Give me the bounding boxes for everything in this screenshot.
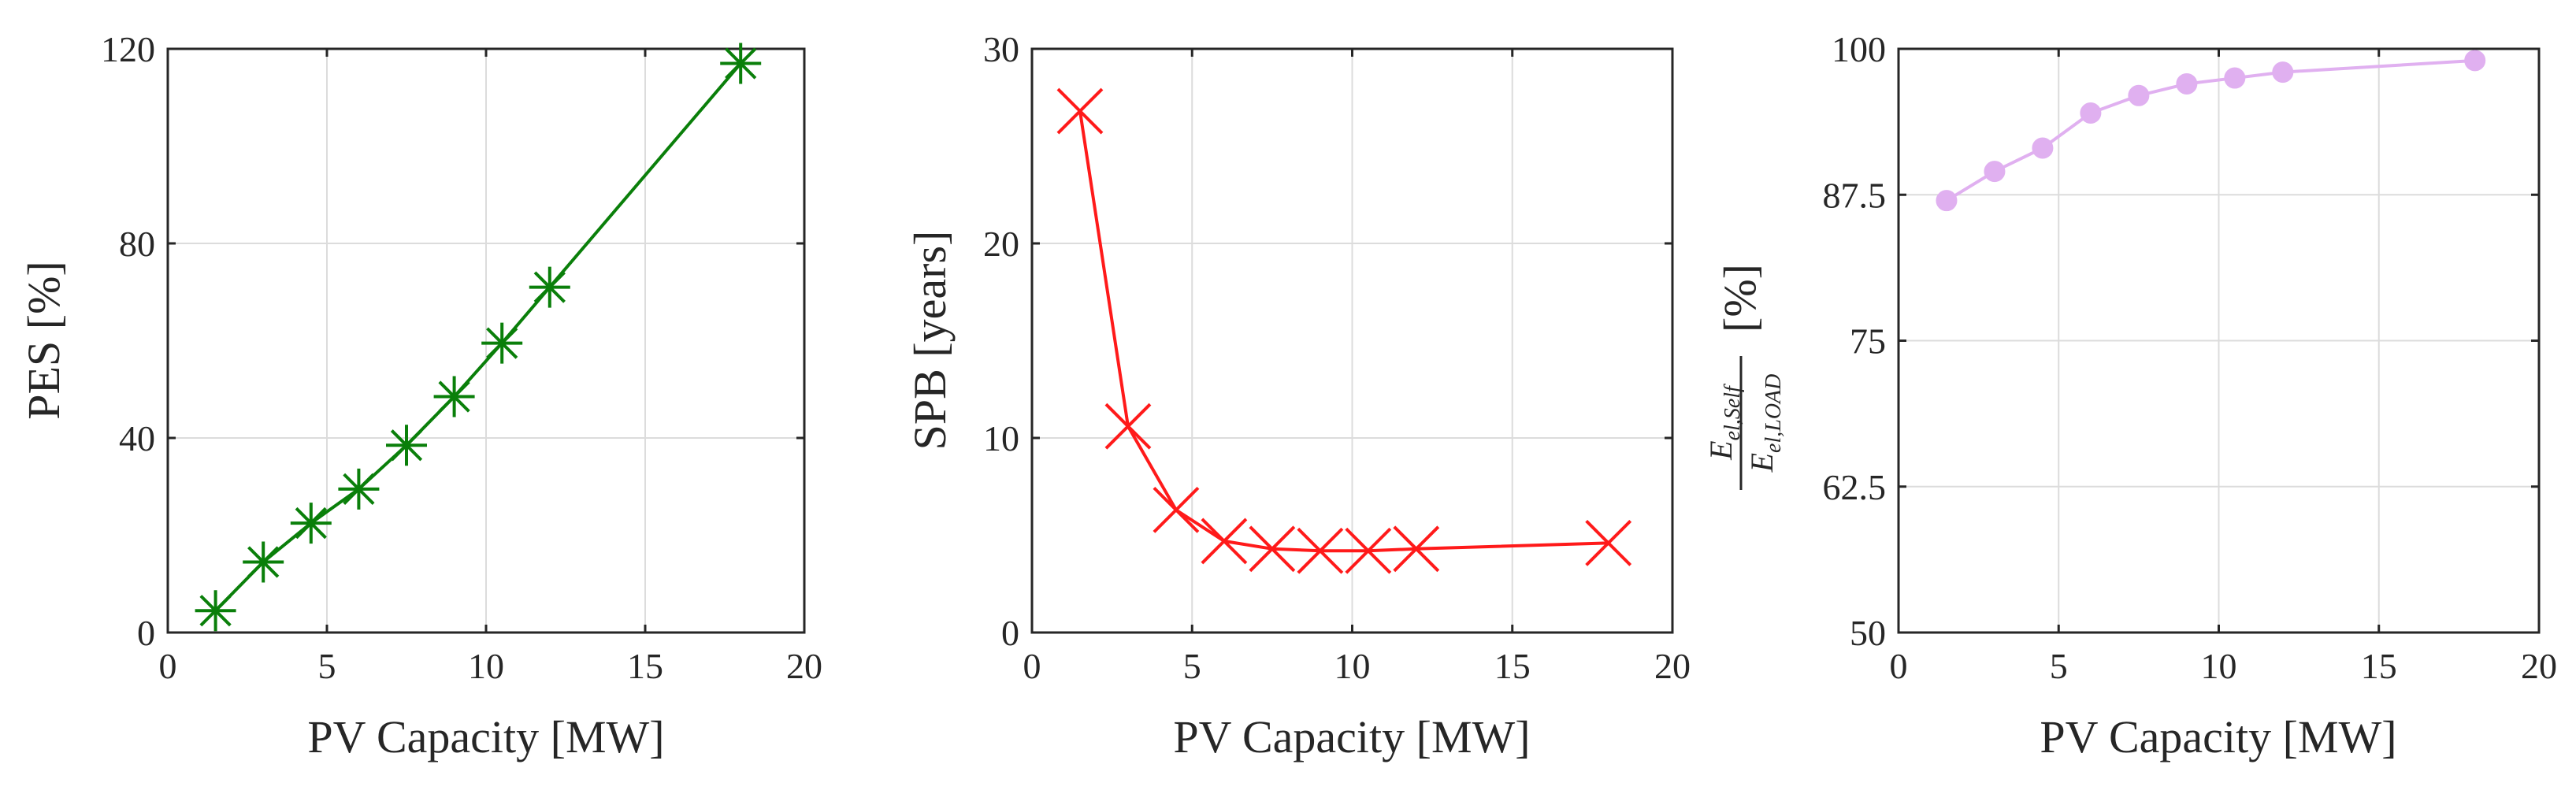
- x-tick-label: 20: [2521, 646, 2557, 686]
- y-tick-label: 80: [119, 224, 155, 264]
- y-tick-label: 30: [983, 29, 1019, 69]
- data-point: [1153, 486, 1200, 533]
- panel-ratio-series: [1936, 50, 2486, 212]
- y-tick-label: 40: [119, 418, 155, 458]
- panel-spb: 0 5 10 15 20 0 10 20 30 PV Capacity [MW] SPB [ye…: [904, 29, 1691, 762]
- panel-spb-grid: [1032, 49, 1672, 633]
- y-tick-label: 100: [1832, 29, 1886, 69]
- data-point: [2032, 137, 2054, 159]
- x-tick-label: 5: [1183, 646, 1201, 686]
- data-point: [243, 541, 284, 583]
- data-point: [2272, 61, 2294, 83]
- data-point: [1056, 87, 1104, 135]
- data-point: [1297, 527, 1344, 574]
- x-tick-label: 5: [2050, 646, 2068, 686]
- panel-pes: 0 5 10 15 20 0 40 80 120 PV Capacity [MW] PES [%…: [18, 29, 822, 762]
- y-tick-label: 20: [983, 224, 1019, 264]
- y-tick-label: 75: [1850, 321, 1886, 362]
- ylabel-unit: [%]: [1714, 264, 1765, 332]
- panel-ratio-xlabel: PV Capacity [MW]: [2040, 711, 2396, 762]
- data-point: [2464, 50, 2486, 72]
- ylabel-numerator: Eel,Self: [1703, 384, 1745, 461]
- panel-pes-series: [195, 43, 762, 632]
- x-tick-label: 0: [1023, 646, 1041, 686]
- panel-pes-ylabel: PES [%]: [18, 261, 69, 419]
- y-tick-label: 62.5: [1823, 467, 1887, 507]
- x-tick-label: 0: [1890, 646, 1908, 686]
- data-point: [481, 322, 523, 364]
- y-tick-label: 0: [137, 613, 155, 653]
- series-line: [1945, 58, 2475, 202]
- x-tick-label: 20: [786, 646, 822, 686]
- data-point: [1984, 161, 2006, 183]
- panel-spb-ticks: 0 5 10 15 20 0 10 20 30: [983, 29, 1691, 686]
- y-tick-label: 10: [983, 418, 1019, 458]
- panel-ratio-ylabel: Eel,Self Eel,LOAD [%]: [1703, 264, 1786, 490]
- x-tick-label: 10: [468, 646, 504, 686]
- data-point: [1201, 518, 1248, 565]
- x-tick-label: 15: [1494, 646, 1531, 686]
- x-tick-label: 15: [627, 646, 663, 686]
- x-tick-label: 0: [159, 646, 177, 686]
- series-line: [1078, 110, 1609, 553]
- x-tick-label: 10: [2201, 646, 2237, 686]
- data-point: [2224, 67, 2246, 89]
- y-tick-label: 120: [101, 29, 155, 69]
- data-point: [290, 503, 332, 544]
- y-tick-label: 50: [1850, 613, 1886, 653]
- series-line: [214, 62, 742, 612]
- y-tick-label: 87.5: [1823, 175, 1887, 215]
- data-point: [433, 376, 475, 417]
- data-point: [2080, 102, 2102, 124]
- panel-ratio-grid: [1899, 49, 2539, 633]
- data-point: [529, 266, 570, 308]
- data-point: [195, 590, 236, 632]
- data-point: [1249, 525, 1296, 573]
- data-point: [720, 43, 762, 84]
- data-point: [1104, 403, 1152, 450]
- panel-ratio: 0 5 10 15 20 50 62.5 75 87.5 100 PV Capacity [MW]…: [1703, 29, 2557, 762]
- panel-ratio-ticks: 0 5 10 15 20 50 62.5 75 87.5 100: [1823, 29, 2558, 686]
- data-point: [1936, 190, 1958, 212]
- x-tick-label: 5: [318, 646, 336, 686]
- data-point: [2176, 72, 2198, 95]
- panel-spb-xlabel: PV Capacity [MW]: [1173, 711, 1530, 762]
- y-tick-label: 0: [1001, 613, 1019, 653]
- data-point: [2128, 84, 2150, 106]
- panel-spb-ylabel: SPB [years]: [904, 231, 956, 451]
- panel-spb-series: [1056, 87, 1632, 574]
- x-tick-label: 15: [2361, 646, 2397, 686]
- data-point: [1393, 525, 1440, 573]
- x-tick-label: 20: [1654, 646, 1691, 686]
- data-point: [338, 468, 380, 510]
- data-point: [386, 425, 427, 466]
- data-point: [1585, 519, 1632, 566]
- panel-pes-ticks: 0 5 10 15 20 0 40 80 120: [101, 29, 822, 686]
- panel-pes-xlabel: PV Capacity [MW]: [307, 711, 664, 762]
- panel-pes-grid: [168, 49, 804, 633]
- ylabel-denominator: Eel,LOAD: [1744, 374, 1786, 473]
- x-tick-label: 10: [1334, 646, 1371, 686]
- data-point: [1345, 527, 1392, 574]
